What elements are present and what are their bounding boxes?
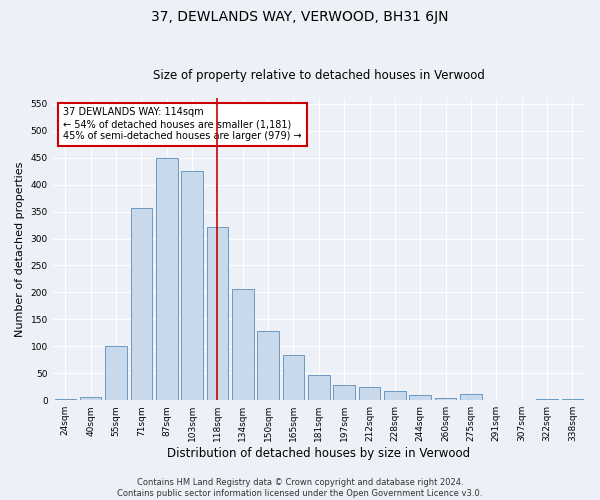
Bar xyxy=(409,395,431,400)
Y-axis label: Number of detached properties: Number of detached properties xyxy=(15,162,25,337)
Bar xyxy=(105,346,127,400)
Bar xyxy=(80,397,101,400)
Bar xyxy=(384,390,406,400)
Bar xyxy=(232,288,254,400)
Text: 37, DEWLANDS WAY, VERWOOD, BH31 6JN: 37, DEWLANDS WAY, VERWOOD, BH31 6JN xyxy=(151,10,449,24)
Bar xyxy=(206,226,228,400)
Bar xyxy=(257,330,279,400)
Bar xyxy=(283,355,304,400)
Bar xyxy=(562,399,583,400)
Bar xyxy=(359,388,380,400)
Bar xyxy=(55,398,76,400)
Bar xyxy=(334,385,355,400)
Bar xyxy=(156,158,178,400)
X-axis label: Distribution of detached houses by size in Verwood: Distribution of detached houses by size … xyxy=(167,447,470,460)
Bar xyxy=(308,375,329,400)
Bar xyxy=(460,394,482,400)
Title: Size of property relative to detached houses in Verwood: Size of property relative to detached ho… xyxy=(153,69,485,82)
Text: Contains HM Land Registry data © Crown copyright and database right 2024.
Contai: Contains HM Land Registry data © Crown c… xyxy=(118,478,482,498)
Bar xyxy=(536,399,558,400)
Bar xyxy=(435,398,457,400)
Bar xyxy=(131,208,152,400)
Text: 37 DEWLANDS WAY: 114sqm
← 54% of detached houses are smaller (1,181)
45% of semi: 37 DEWLANDS WAY: 114sqm ← 54% of detache… xyxy=(64,108,302,140)
Bar xyxy=(181,171,203,400)
